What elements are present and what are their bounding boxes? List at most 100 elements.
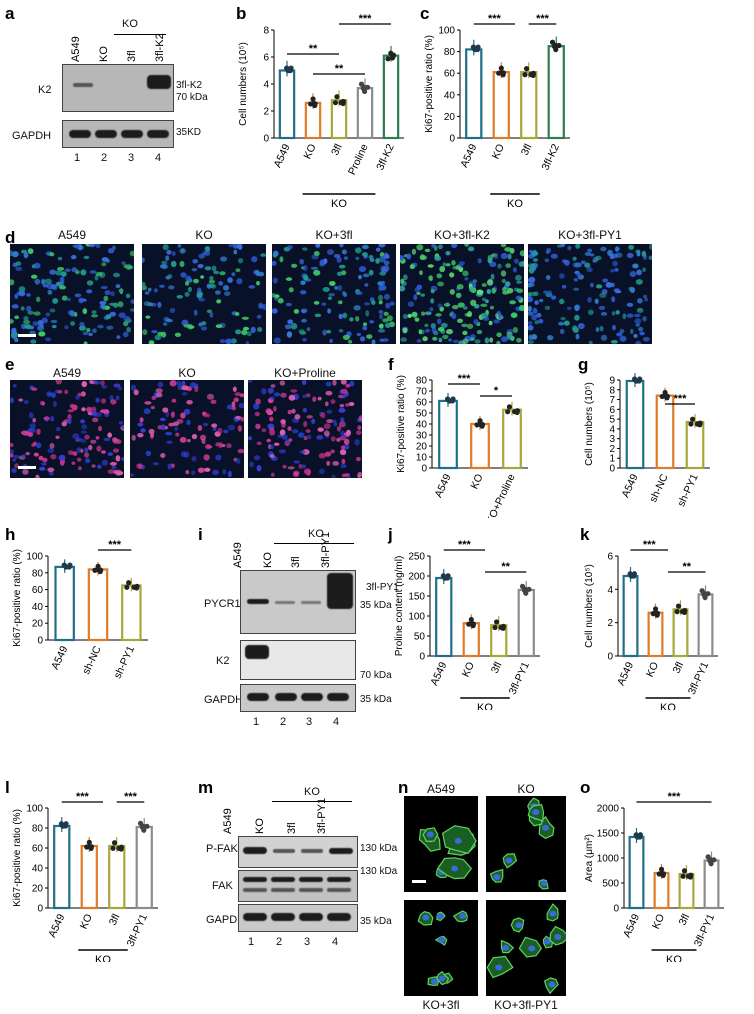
data-point bbox=[334, 94, 340, 100]
y-tick-label: 50 bbox=[414, 632, 426, 643]
panel-label-d: d bbox=[5, 228, 16, 247]
bar bbox=[356, 86, 374, 140]
data-point bbox=[498, 65, 504, 71]
micro-n-ko-3fl-py1 bbox=[486, 900, 566, 996]
y-tick-label: 1 bbox=[609, 454, 615, 465]
x-tick-label: KO bbox=[650, 912, 667, 931]
data-point bbox=[310, 96, 316, 102]
y-axis-label: Area (μm²) bbox=[584, 834, 595, 882]
blot-i-gapdh-membrane bbox=[240, 684, 356, 712]
chart-j: 0 50 100 150 200 250 Proline content (ng/ml) A5… bbox=[388, 530, 578, 714]
data-point bbox=[340, 100, 346, 107]
y-tick-label: 80 bbox=[444, 47, 456, 58]
bar bbox=[492, 71, 510, 140]
chart-b: 0 2 4 6 8 Cell numbers (10⁵) A549 KO 3fl Proline 3… bbox=[232, 8, 412, 218]
data-point bbox=[636, 378, 642, 384]
blot-i-lane-number: 2 bbox=[280, 716, 287, 728]
x-tick-label: 3fl bbox=[107, 912, 123, 927]
data-point bbox=[652, 606, 659, 612]
bar bbox=[80, 844, 98, 910]
micro-n-ko bbox=[486, 796, 566, 892]
data-point bbox=[95, 563, 101, 569]
y-tick-label: 40 bbox=[444, 90, 456, 101]
x-tick-label: 3fl-PY1 bbox=[686, 660, 711, 696]
micro-d-label: KO bbox=[195, 228, 213, 242]
panel-label-j: j bbox=[388, 525, 393, 544]
y-tick-label: 50 bbox=[416, 409, 428, 420]
y-tick-label: 150 bbox=[408, 592, 425, 603]
y-tick-label: 0 bbox=[37, 636, 43, 647]
data-point bbox=[708, 861, 714, 867]
data-point bbox=[522, 72, 528, 78]
bar bbox=[54, 565, 75, 642]
data-point bbox=[664, 393, 671, 399]
bar bbox=[703, 859, 720, 910]
data-point bbox=[702, 594, 708, 601]
x-tick-label: KO bbox=[301, 142, 318, 161]
x-tick-label: KO bbox=[468, 472, 485, 491]
x-tick-label: A549 bbox=[619, 472, 640, 499]
x-tick-label: A549 bbox=[271, 142, 292, 169]
data-point bbox=[444, 575, 451, 581]
bar bbox=[655, 394, 675, 470]
blot-a-marker: 70 kDa bbox=[176, 92, 208, 103]
data-point bbox=[493, 619, 500, 625]
x-tick-label: sh-NC bbox=[80, 644, 104, 676]
x-tick-label: 3fl bbox=[329, 142, 345, 157]
group-label: KO bbox=[477, 702, 493, 710]
data-point bbox=[385, 56, 391, 62]
data-point bbox=[62, 823, 69, 829]
bar bbox=[685, 420, 705, 470]
significance-label: *** bbox=[643, 539, 657, 551]
data-point bbox=[470, 621, 477, 627]
y-tick-label: 2 bbox=[607, 618, 613, 629]
y-axis-label: Ki67-positive ratio (%) bbox=[12, 549, 23, 647]
y-tick-label: 0 bbox=[449, 134, 455, 145]
blot-i-row-label: GAPDH bbox=[204, 694, 244, 706]
blot-m-marker: 130 kDa bbox=[360, 843, 398, 854]
y-tick-label: 6 bbox=[263, 53, 269, 64]
data-point bbox=[124, 584, 130, 590]
panel-label-e: e bbox=[5, 355, 15, 374]
y-tick-label: 8 bbox=[609, 385, 615, 396]
data-point bbox=[523, 66, 530, 72]
blot-m-row-label: FAK bbox=[212, 880, 233, 892]
y-tick-label: 0 bbox=[263, 134, 269, 145]
y-axis-label: Ki67-positive ratio (%) bbox=[396, 375, 407, 473]
significance-label: ** bbox=[309, 43, 318, 55]
data-point bbox=[332, 100, 339, 106]
data-point bbox=[658, 866, 665, 872]
panel-label-g: g bbox=[578, 355, 589, 374]
y-axis-label: Cell numbers (10⁵) bbox=[584, 564, 595, 648]
panel-label-k: k bbox=[580, 525, 590, 544]
micro-e-ko bbox=[130, 380, 244, 478]
blot-m-group-label: KO bbox=[304, 786, 320, 798]
data-point bbox=[681, 868, 688, 874]
blot-i-marker: 35 kDa bbox=[360, 694, 392, 705]
y-tick-label: 1500 bbox=[597, 829, 620, 840]
x-tick-label: 3fl-PY1 bbox=[125, 912, 150, 948]
y-tick-label: 7 bbox=[609, 395, 615, 406]
y-axis-label: Proline content (ng/ml) bbox=[394, 556, 405, 657]
x-tick-label: 3fl bbox=[519, 142, 535, 157]
data-point bbox=[654, 610, 661, 616]
bar bbox=[697, 593, 714, 658]
significance-label: *** bbox=[458, 539, 472, 551]
y-tick-label: 40 bbox=[32, 602, 44, 613]
data-point bbox=[111, 840, 118, 846]
blot-i-lane-label: KO bbox=[262, 552, 274, 568]
chart-g: 0 1 2 3 4 5 6 7 8 9 Cell numbers (10⁵) A549 sh-NC sh-… bbox=[580, 368, 750, 518]
y-tick-label: 4 bbox=[263, 80, 269, 91]
x-tick-label: KO+Proline bbox=[484, 472, 518, 518]
data-point bbox=[553, 46, 559, 53]
data-point bbox=[514, 409, 520, 415]
significance-label: *** bbox=[108, 539, 122, 551]
blot-i-lane-label: A549 bbox=[232, 542, 244, 568]
blot-a-lane-label: 3fl-K2 bbox=[154, 33, 166, 62]
blot-a-group-bracket bbox=[114, 34, 166, 35]
y-tick-label: 0 bbox=[419, 652, 425, 663]
data-point bbox=[361, 84, 367, 90]
x-tick-label: A549 bbox=[46, 912, 67, 939]
y-tick-label: 60 bbox=[32, 585, 44, 596]
panel-label-b: b bbox=[236, 4, 247, 23]
